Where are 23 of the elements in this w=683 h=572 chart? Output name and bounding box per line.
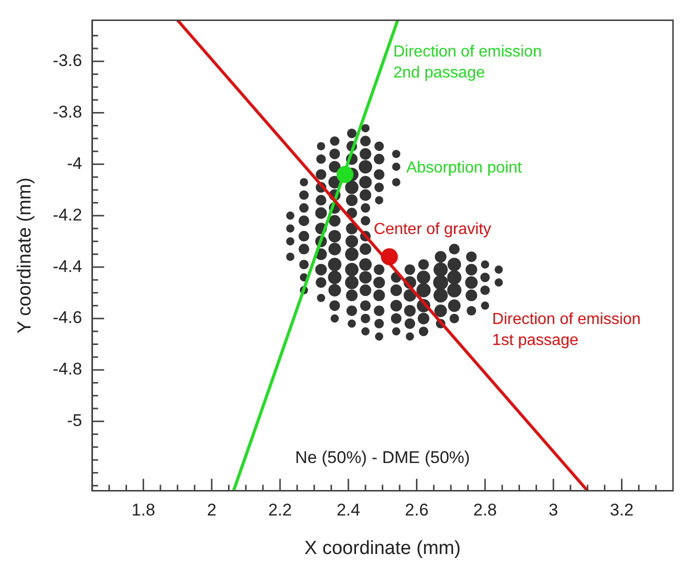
annotation: Direction of emission 1st passage: [492, 310, 641, 349]
x-tick-label: 2.4: [336, 500, 360, 520]
y-tick-label: -4: [66, 154, 82, 173]
y-tick-label: -4.8: [52, 360, 82, 379]
x-tick-label: 2.6: [404, 500, 429, 520]
y-axis-title: Y coordinate (mm): [14, 178, 36, 334]
x-tick-label: 2.8: [473, 500, 497, 520]
y-tick-label: -4.6: [52, 308, 82, 328]
x-axis-title: X coordinate (mm): [304, 538, 461, 559]
annotation: Absorption point: [406, 159, 522, 176]
y-tick-label: -4.2: [52, 205, 82, 224]
y-tick-label: -3.8: [52, 102, 82, 122]
x-tick-label: 1.8: [132, 500, 156, 520]
annotation: Ne (50%) - DME (50%): [295, 448, 470, 467]
x-tick-label: 3.2: [610, 500, 634, 520]
y-tick-label: -5: [66, 411, 82, 430]
y-tick-label: -3.6: [52, 51, 82, 70]
x-tick-label: 3: [548, 500, 558, 520]
x-tick-label: 2.2: [268, 500, 292, 520]
y-tick-label: -4.4: [52, 256, 82, 276]
annotation: Center of gravity: [374, 221, 492, 238]
annotation: Direction of emission 2nd passage: [393, 43, 542, 82]
x-tick-label: 2: [206, 500, 216, 520]
